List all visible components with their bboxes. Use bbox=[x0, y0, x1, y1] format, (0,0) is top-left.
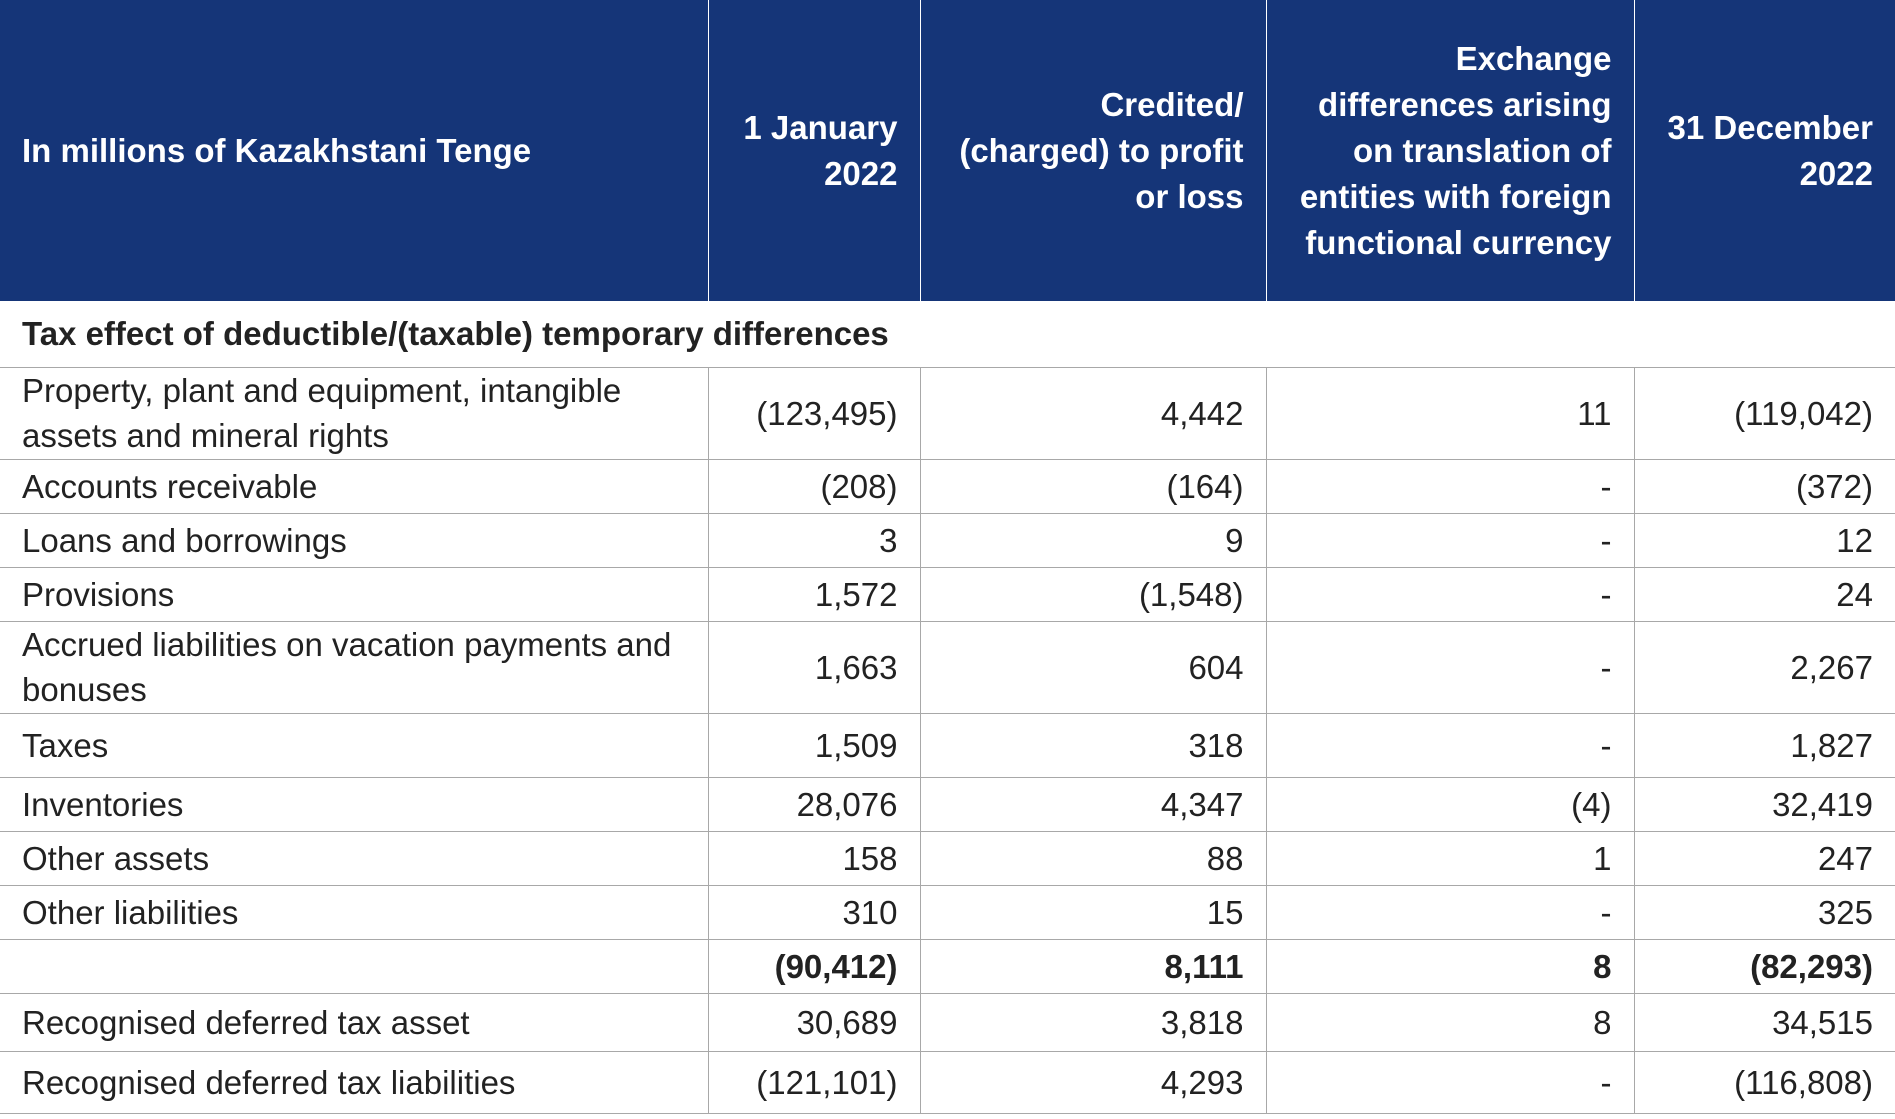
table-row: Provisions 1,572 (1,548) - 24 bbox=[0, 567, 1895, 622]
value-profit-or-loss: 4,293 bbox=[920, 1051, 1267, 1114]
row-label: Recognised deferred tax liabilities bbox=[0, 1051, 709, 1114]
table-row: Other assets 158 88 1 247 bbox=[0, 831, 1895, 886]
value-exchange-differences: 8 bbox=[1266, 993, 1635, 1052]
value-dec-2022: 1,827 bbox=[1634, 713, 1895, 778]
total-label bbox=[0, 939, 709, 994]
table-header: In millions of Kazakhstani Tenge 1 Janua… bbox=[0, 0, 1895, 301]
value-exchange-differences: - bbox=[1266, 1051, 1635, 1114]
value-exchange-differences: - bbox=[1266, 621, 1635, 714]
row-label: Other liabilities bbox=[0, 885, 709, 940]
total-jan-2022: (90,412) bbox=[708, 939, 921, 994]
value-profit-or-loss: 604 bbox=[920, 621, 1267, 714]
header-31-december-2022: 31 December 2022 bbox=[1634, 0, 1895, 301]
row-label: Inventories bbox=[0, 777, 709, 832]
table-row: Accrued liabilities on vacation payments… bbox=[0, 621, 1895, 714]
value-profit-or-loss: 15 bbox=[920, 885, 1267, 940]
value-jan-2022: 3 bbox=[708, 513, 921, 568]
value-profit-or-loss: 88 bbox=[920, 831, 1267, 886]
value-exchange-differences: - bbox=[1266, 713, 1635, 778]
value-profit-or-loss: (164) bbox=[920, 459, 1267, 514]
row-label: Taxes bbox=[0, 713, 709, 778]
row-label: Provisions bbox=[0, 567, 709, 622]
recognised-liabilities-row: Recognised deferred tax liabilities (121… bbox=[0, 1051, 1895, 1114]
value-profit-or-loss: 4,347 bbox=[920, 777, 1267, 832]
value-jan-2022: 1,663 bbox=[708, 621, 921, 714]
value-dec-2022: 247 bbox=[1634, 831, 1895, 886]
row-label: Accounts receivable bbox=[0, 459, 709, 514]
value-jan-2022: 1,509 bbox=[708, 713, 921, 778]
table-row: Other liabilities 310 15 - 325 bbox=[0, 885, 1895, 940]
value-exchange-differences: (4) bbox=[1266, 777, 1635, 832]
value-dec-2022: (119,042) bbox=[1634, 367, 1895, 460]
table-row: Property, plant and equipment, intangibl… bbox=[0, 367, 1895, 460]
value-dec-2022: 325 bbox=[1634, 885, 1895, 940]
header-1-january-2022: 1 January 2022 bbox=[708, 0, 921, 301]
total-row: (90,412) 8,111 8 (82,293) bbox=[0, 939, 1895, 994]
value-profit-or-loss: (1,548) bbox=[920, 567, 1267, 622]
value-dec-2022: 12 bbox=[1634, 513, 1895, 568]
header-profit-or-loss: Credited/ (charged) to profit or loss bbox=[920, 0, 1267, 301]
total-exchange-differences: 8 bbox=[1266, 939, 1635, 994]
total-dec-2022: (82,293) bbox=[1634, 939, 1895, 994]
value-exchange-differences: 11 bbox=[1266, 367, 1635, 460]
value-dec-2022: 2,267 bbox=[1634, 621, 1895, 714]
header-exchange-differences: Exchange differences arising on translat… bbox=[1266, 0, 1635, 301]
section-title: Tax effect of deductible/(taxable) tempo… bbox=[0, 301, 1895, 368]
value-profit-or-loss: 318 bbox=[920, 713, 1267, 778]
value-exchange-differences: 1 bbox=[1266, 831, 1635, 886]
value-jan-2022: 1,572 bbox=[708, 567, 921, 622]
value-exchange-differences: - bbox=[1266, 567, 1635, 622]
value-dec-2022: (372) bbox=[1634, 459, 1895, 514]
row-label: Other assets bbox=[0, 831, 709, 886]
section-row: Tax effect of deductible/(taxable) tempo… bbox=[0, 301, 1895, 368]
value-dec-2022: 34,515 bbox=[1634, 993, 1895, 1052]
value-dec-2022: 32,419 bbox=[1634, 777, 1895, 832]
value-jan-2022: 158 bbox=[708, 831, 921, 886]
value-jan-2022: (123,495) bbox=[708, 367, 921, 460]
row-label: Loans and borrowings bbox=[0, 513, 709, 568]
row-label: Accrued liabilities on vacation payments… bbox=[0, 621, 709, 714]
header-currency-unit: In millions of Kazakhstani Tenge bbox=[0, 0, 709, 301]
value-exchange-differences: - bbox=[1266, 459, 1635, 514]
value-profit-or-loss: 3,818 bbox=[920, 993, 1267, 1052]
header-row: In millions of Kazakhstani Tenge 1 Janua… bbox=[0, 0, 1895, 301]
row-label: Property, plant and equipment, intangibl… bbox=[0, 367, 709, 460]
value-exchange-differences: - bbox=[1266, 513, 1635, 568]
value-exchange-differences: - bbox=[1266, 885, 1635, 940]
value-dec-2022: (116,808) bbox=[1634, 1051, 1895, 1114]
value-jan-2022: 310 bbox=[708, 885, 921, 940]
value-jan-2022: 28,076 bbox=[708, 777, 921, 832]
value-jan-2022: 30,689 bbox=[708, 993, 921, 1052]
table-row: Accounts receivable (208) (164) - (372) bbox=[0, 459, 1895, 514]
value-profit-or-loss: 9 bbox=[920, 513, 1267, 568]
table-row: Taxes 1,509 318 - 1,827 bbox=[0, 713, 1895, 778]
table-row: Inventories 28,076 4,347 (4) 32,419 bbox=[0, 777, 1895, 832]
recognised-asset-row: Recognised deferred tax asset 30,689 3,8… bbox=[0, 993, 1895, 1052]
total-profit-or-loss: 8,111 bbox=[920, 939, 1267, 994]
value-dec-2022: 24 bbox=[1634, 567, 1895, 622]
value-profit-or-loss: 4,442 bbox=[920, 367, 1267, 460]
table-body: Tax effect of deductible/(taxable) tempo… bbox=[0, 301, 1895, 1114]
value-jan-2022: (121,101) bbox=[708, 1051, 921, 1114]
row-label: Recognised deferred tax asset bbox=[0, 993, 709, 1052]
value-jan-2022: (208) bbox=[708, 459, 921, 514]
table-row: Loans and borrowings 3 9 - 12 bbox=[0, 513, 1895, 568]
